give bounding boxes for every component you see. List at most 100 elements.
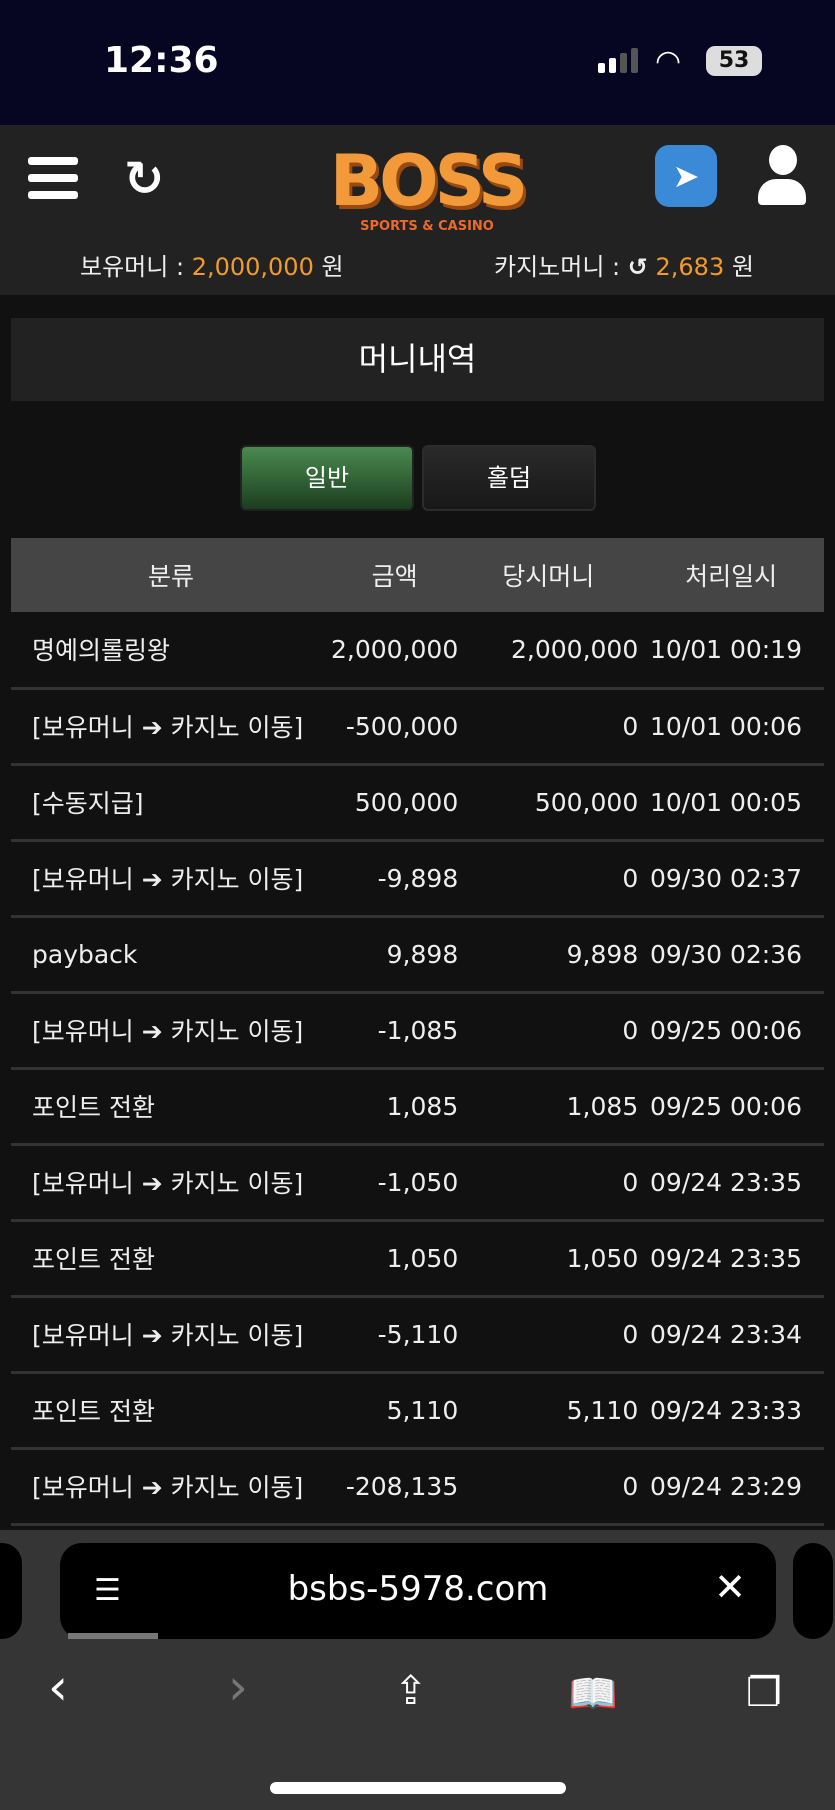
row-category: [보유머니 ➔ 카지노 이동] [11,688,331,766]
row-amount: 1,050 [331,1220,459,1298]
row-category: [보유머니 ➔ 카지노 이동] [11,840,331,918]
address-bar[interactable]: ☰ bsbs-5978.com ✕ [60,1543,776,1639]
refresh-icon[interactable]: ↻ [124,151,165,207]
home-indicator [270,1782,566,1794]
casino-money: 카지노머니 : ↺ 2,683 원 [494,247,754,282]
row-balance: 0 [458,1448,639,1526]
row-category: [보유머니 ➔ 카지노 이동] [11,1144,331,1222]
row-datetime: 09/24 23:33 [638,1372,824,1450]
row-amount: 500,000 [331,764,459,842]
table-row: [수동지급] 500,000 500,000 10/01 00:05 [11,764,824,842]
back-icon[interactable]: ‹ [48,1658,68,1716]
wifi-icon: ◠ [655,44,682,79]
table-row: 명예의롤링왕 2,000,000 2,000,000 10/01 00:19 [11,612,824,690]
row-datetime: 09/30 02:37 [638,840,824,918]
battery-icon: 53 [706,46,762,76]
row-category: 포인트 전환 [11,1220,331,1298]
row-datetime: 09/24 23:35 [638,1144,824,1222]
clock: 12:36 [104,40,219,81]
row-datetime: 09/30 02:36 [638,916,824,994]
share-icon[interactable]: ⇪ [394,1668,428,1714]
hold-money-value: 2,000,000 [191,253,314,281]
hold-money-unit: 원 [321,253,344,281]
table-row: 포인트 전환 1,085 1,085 09/25 00:06 [11,1068,824,1146]
forward-icon[interactable]: › [228,1658,248,1716]
logo-text: BOSS [329,140,529,222]
row-datetime: 09/25 00:06 [638,1068,824,1146]
casino-money-value: 2,683 [655,253,725,281]
col-category: 분류 [11,538,331,612]
logo-subtext: SPORTS & CASINO [360,219,494,234]
row-amount: 5,110 [331,1372,459,1450]
bookmarks-icon[interactable]: 📖 [568,1671,618,1717]
row-amount: -9,898 [331,840,459,918]
table-row: [보유머니 ➔ 카지노 이동] -9,898 0 09/30 02:37 [11,840,824,918]
row-balance: 0 [458,1296,639,1374]
next-tab-preview[interactable] [793,1543,833,1639]
col-amount: 금액 [331,538,459,612]
menu-icon[interactable] [28,157,78,208]
row-category: [보유머니 ➔ 카지노 이동] [11,992,331,1070]
row-amount: -5,110 [331,1296,459,1374]
row-balance: 5,110 [458,1372,639,1450]
row-category: 포인트 전환 [11,1068,331,1146]
row-balance: 1,085 [458,1068,639,1146]
row-balance: 2,000,000 [458,612,639,690]
row-datetime: 09/25 00:06 [638,992,824,1070]
table-header: 분류 금액 당시머니 처리일시 [11,538,824,612]
loading-progress [68,1633,158,1639]
table-row: payback 9,898 9,898 09/30 02:36 [11,916,824,994]
logo[interactable]: BOSS SPORTS & CASINO [312,143,542,253]
row-category: [보유머니 ➔ 카지노 이동] [11,1296,331,1374]
row-amount: -208,135 [331,1448,459,1526]
row-category: [수동지급] [11,764,331,842]
hold-money-label: 보유머니 : [80,253,185,281]
table-row: [보유머니 ➔ 카지노 이동] -1,050 0 09/24 23:35 [11,1144,824,1222]
page-title: 머니내역 [11,318,824,401]
page-menu-icon[interactable]: ☰ [94,1573,121,1608]
status-bar: 12:36 ◠ 53 [0,0,835,125]
tabs-icon[interactable]: ❐ [746,1670,782,1716]
row-datetime: 09/24 23:29 [638,1448,824,1526]
row-amount: -1,085 [331,992,459,1070]
row-amount: -500,000 [331,688,459,766]
row-amount: 2,000,000 [331,612,459,690]
row-datetime: 09/24 23:34 [638,1296,824,1374]
hold-money: 보유머니 : 2,000,000 원 [80,247,344,282]
row-balance: 0 [458,688,639,766]
row-category: 명예의롤링왕 [11,612,331,690]
user-icon[interactable] [758,145,808,209]
row-balance: 1,050 [458,1220,639,1298]
row-balance: 9,898 [458,916,639,994]
row-amount: 1,085 [331,1068,459,1146]
table-row: 포인트 전환 5,110 5,110 09/24 23:33 [11,1372,824,1450]
browser-toolbar: ☰ bsbs-5978.com ✕ ‹ › ⇪ 📖 ❐ [0,1530,835,1810]
table-row: [보유머니 ➔ 카지노 이동] -208,135 0 09/24 23:29 [11,1448,824,1526]
url-text[interactable]: bsbs-5978.com [287,1569,549,1609]
row-balance: 0 [458,992,639,1070]
casino-money-label: 카지노머니 : [494,253,621,281]
row-category: payback [11,916,331,994]
row-datetime: 10/01 00:05 [638,764,824,842]
row-amount: 9,898 [331,916,459,994]
table-row: [보유머니 ➔ 카지노 이동] -5,110 0 09/24 23:34 [11,1296,824,1374]
row-amount: -1,050 [331,1144,459,1222]
row-datetime: 09/24 23:35 [638,1220,824,1298]
close-icon[interactable]: ✕ [714,1565,746,1609]
row-datetime: 10/01 00:06 [638,688,824,766]
site-header: ↻ BOSS SPORTS & CASINO ➤ 보유머니 : 2,000,00… [0,125,835,295]
telegram-icon[interactable]: ➤ [655,145,717,207]
tab-holdem[interactable]: 홀덤 [422,445,596,511]
row-category: 포인트 전환 [11,1372,331,1450]
casino-refresh-icon[interactable]: ↺ [627,253,648,281]
row-balance: 0 [458,1144,639,1222]
row-balance: 0 [458,840,639,918]
table-row: 포인트 전환 1,050 1,050 09/24 23:35 [11,1220,824,1298]
casino-money-unit: 원 [731,253,754,281]
prev-tab-preview[interactable] [0,1543,22,1639]
cellular-signal-icon [598,48,638,73]
row-datetime: 10/01 00:19 [638,612,824,690]
tab-general[interactable]: 일반 [240,445,414,511]
row-balance: 500,000 [458,764,639,842]
table-row: [보유머니 ➔ 카지노 이동] -500,000 0 10/01 00:06 [11,688,824,766]
